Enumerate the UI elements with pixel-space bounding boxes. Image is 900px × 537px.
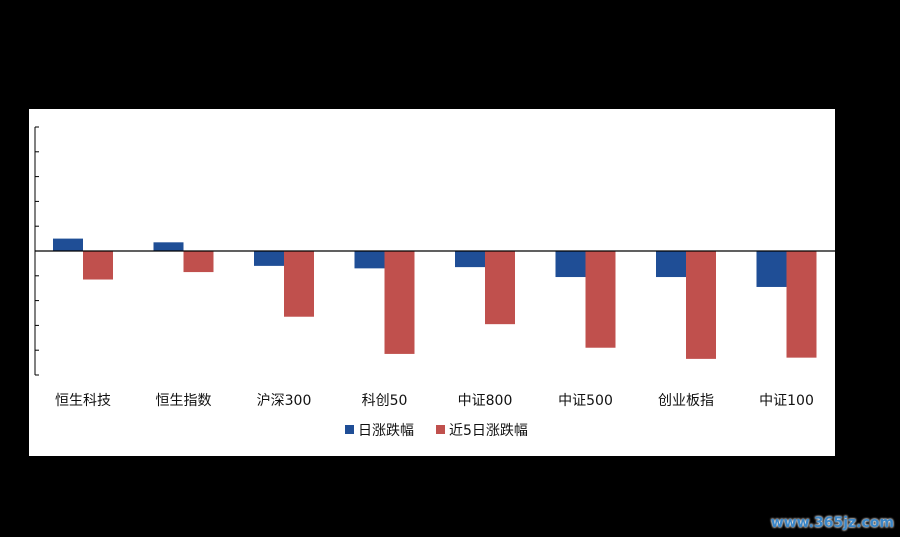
bar-five-day-7 bbox=[786, 251, 817, 358]
x-tick-label-0: 恒生科技 bbox=[55, 393, 111, 409]
bar-daily-2 bbox=[254, 251, 284, 266]
legend-swatch-1 bbox=[436, 425, 445, 434]
bar-daily-7 bbox=[756, 251, 787, 287]
bar-chart: 恒生科技 恒生指数 沪深300 科创50 中证800 中证500 创业板指 中证100 日涨跌幅… bbox=[34, 126, 835, 439]
x-tick-label-7: 中证100 bbox=[759, 393, 814, 409]
legend-label-1: 近5日涨跌幅 bbox=[449, 423, 528, 439]
bar-daily-4 bbox=[455, 251, 485, 268]
x-tick-label-1: 恒生指数 bbox=[156, 393, 212, 409]
watermark: www.365jz.com bbox=[770, 515, 894, 531]
legend-label-0: 日涨跌幅 bbox=[358, 423, 414, 439]
bar-five-day-4 bbox=[485, 251, 515, 325]
bar-five-day-5 bbox=[585, 251, 616, 348]
bar-daily-5 bbox=[555, 251, 586, 278]
bar-five-day-3 bbox=[384, 251, 415, 354]
bar-daily-0 bbox=[53, 238, 83, 251]
bar-five-day-6 bbox=[686, 251, 716, 359]
bar-daily-6 bbox=[656, 251, 686, 278]
x-tick-label-4: 中证800 bbox=[458, 393, 513, 409]
legend-swatch-0 bbox=[345, 425, 354, 434]
bar-five-day-0 bbox=[83, 251, 113, 280]
x-tick-label-3: 科创50 bbox=[362, 393, 408, 409]
x-tick-label-6: 创业板指 bbox=[658, 393, 714, 409]
bar-daily-1 bbox=[153, 242, 184, 251]
bar-daily-3 bbox=[354, 251, 385, 269]
chart-panel: 恒生科技 恒生指数 沪深300 科创50 中证800 中证500 创业板指 中证100 日涨跌幅… bbox=[29, 109, 835, 456]
x-tick-label-2: 沪深300 bbox=[257, 393, 312, 409]
bar-five-day-2 bbox=[284, 251, 314, 317]
x-tick-label-5: 中证500 bbox=[558, 393, 613, 409]
bar-five-day-1 bbox=[183, 251, 214, 273]
